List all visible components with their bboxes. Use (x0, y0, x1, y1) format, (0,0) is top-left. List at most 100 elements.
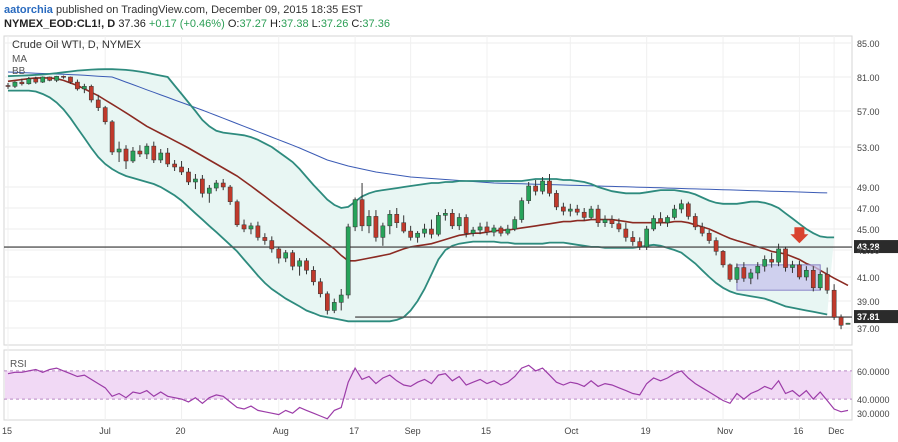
candle-body (213, 182, 219, 189)
x-tick-label: Aug (273, 426, 289, 436)
candle-body (561, 206, 566, 212)
candle-body (658, 218, 663, 223)
candle-body (498, 227, 504, 234)
candle-body (269, 240, 275, 250)
candle-body (359, 199, 365, 227)
candle-body (706, 232, 712, 241)
ma-line (7, 77, 849, 287)
candle-body (776, 248, 781, 263)
candle-body (804, 270, 809, 278)
candle-body (26, 78, 32, 85)
open-value: 37.27 (239, 18, 267, 30)
level-tag (854, 240, 898, 254)
open-label: O: (227, 18, 240, 30)
candle-body (123, 148, 129, 162)
candle-body (748, 272, 754, 279)
candle-body (130, 150, 136, 162)
legend-ma[interactable]: MA (12, 54, 27, 65)
candle-body (82, 86, 87, 90)
candle-body (727, 264, 733, 280)
y-tick-label: 81.00 (857, 73, 880, 83)
candle-body (783, 248, 788, 268)
candle-body (193, 178, 198, 183)
candle-body (227, 186, 233, 202)
x-tick-label: Jul (99, 426, 111, 436)
candle-body (255, 225, 261, 238)
candle-body (443, 213, 448, 216)
candle-body (88, 86, 94, 101)
candle-body (116, 148, 122, 153)
candle-body (151, 145, 157, 161)
y-tick-label: 57.00 (857, 107, 880, 117)
candle-body (137, 150, 143, 155)
candle-body (206, 187, 212, 194)
candle-body (762, 259, 768, 267)
x-tick-label: Sep (405, 426, 421, 436)
candle-body (304, 260, 309, 271)
y-tick-label: 45.00 (857, 225, 880, 235)
author-name[interactable]: aatorchia (4, 4, 53, 16)
ma200-line (7, 71, 828, 194)
candle-body (491, 227, 497, 233)
candle-body (262, 237, 268, 241)
candle-body (220, 182, 226, 188)
candle-body (616, 223, 622, 230)
candle-body (54, 76, 59, 81)
candle-body (699, 226, 705, 234)
candle-body (734, 267, 740, 280)
candle-body (630, 237, 636, 242)
candle-body (692, 216, 698, 228)
candle-body (519, 200, 525, 220)
header-bar: aatorchia published on TradingView.com, … (0, 0, 898, 34)
candle-body (102, 107, 108, 123)
candle-body (12, 81, 18, 87)
candle-body (61, 76, 66, 78)
candle-body (769, 259, 774, 263)
x-tick-label: 20 (176, 426, 186, 436)
candle-body (33, 78, 39, 83)
candle-body (533, 185, 538, 192)
candle-body (331, 302, 337, 311)
y-tick-label: 39.00 (857, 297, 880, 307)
publish-info: published on TradingView.com, December 0… (55, 4, 363, 16)
down-arrow-icon (790, 227, 809, 244)
candle-body (172, 163, 177, 168)
candle-body (512, 219, 518, 230)
low-value: 37.26 (320, 18, 349, 30)
candle-body (595, 208, 601, 223)
candle-body (345, 226, 351, 296)
rsi-tick-label: 30.0000 (857, 409, 890, 419)
candle-body (824, 274, 830, 291)
candle-body (644, 228, 650, 248)
candle-body (831, 289, 837, 318)
candle-body (505, 228, 511, 234)
legend-bb[interactable]: BB (12, 66, 26, 77)
candle-body (436, 215, 441, 235)
close-value: 37.36 (362, 18, 390, 30)
level-tag-label: 37.81 (857, 312, 880, 322)
candle-body (713, 240, 719, 252)
ohlc-line: NYMEX_EOD:CL1!, D 37.36 +0.17 (+0.46%) O… (4, 18, 390, 30)
rsi-tick-label: 40.0000 (857, 395, 890, 405)
y-tick-label: 43.00 (857, 246, 880, 256)
publish-line: aatorchia published on TradingView.com, … (4, 4, 363, 16)
candle-body (623, 228, 629, 238)
rsi-label[interactable]: RSI (10, 359, 27, 370)
level-tag (854, 310, 898, 324)
candle-body (338, 294, 344, 303)
candle-body (373, 216, 379, 238)
candle-body (186, 171, 191, 183)
candle-body (366, 216, 372, 227)
candle-body (845, 322, 851, 325)
candle-body (790, 264, 795, 268)
candle-body (422, 228, 427, 234)
candle-body (68, 76, 73, 83)
candle-body (470, 229, 476, 234)
candle-body (554, 193, 559, 208)
close-label: C: (351, 18, 363, 30)
candle-body (484, 226, 490, 233)
last-price: 37.36 (118, 18, 146, 30)
x-tick-label: 19 (641, 426, 651, 436)
candle-body (325, 293, 330, 311)
